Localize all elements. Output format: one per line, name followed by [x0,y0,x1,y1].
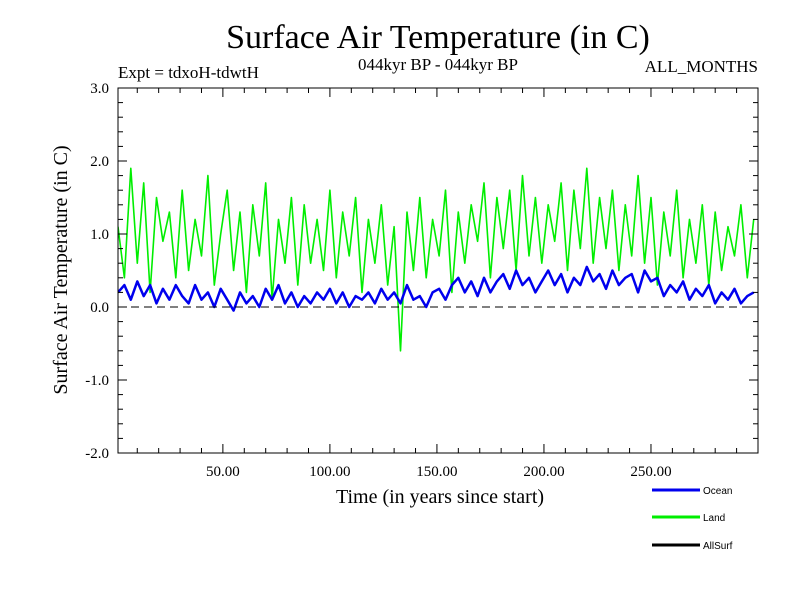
x-axis-ticks: 50.00 100.00 150.00 200.00 250.00 [136,88,738,480]
series-line-ocean [118,265,755,312]
x-tick-label: 100.00 [309,464,350,480]
y-axis-ticks: 3.0 2.0 1.0 0.0 -1.0 -2.0 [85,81,758,462]
x-tick-label: 200.00 [523,464,564,480]
legend-label-allsurf: AllSurf [703,541,733,552]
legend-label-ocean: Ocean [703,486,732,497]
x-tick-label: 150.00 [416,464,457,480]
chart-title: Surface Air Temperature (in C) [226,19,650,56]
chart-subtitle-right: ALL_MONTHS [645,57,758,76]
legend-label-land: Land [703,513,725,524]
plot-frame [117,87,759,454]
series-line-land [118,167,755,352]
chart-subtitle-left: Expt = tdxoH-tdwtH [118,63,259,82]
y-tick-label: 2.0 [90,154,109,170]
y-tick-label: -1.0 [85,373,109,389]
x-axis-label: Time (in years since start) [336,486,544,508]
chart-subtitle-center: 044kyr BP - 044kyr BP [358,55,518,74]
y-tick-label: 1.0 [90,227,109,243]
x-tick-label: 250.00 [630,464,671,480]
legend: Ocean Land AllSurf [652,486,733,552]
x-tick-label: 50.00 [206,464,240,480]
y-tick-label: 0.0 [90,300,109,316]
y-axis-label: Surface Air Temperature (in C) [50,145,72,394]
y-tick-label: 3.0 [90,81,109,97]
y-tick-label: -2.0 [85,446,109,462]
plot-series-group [118,167,755,352]
